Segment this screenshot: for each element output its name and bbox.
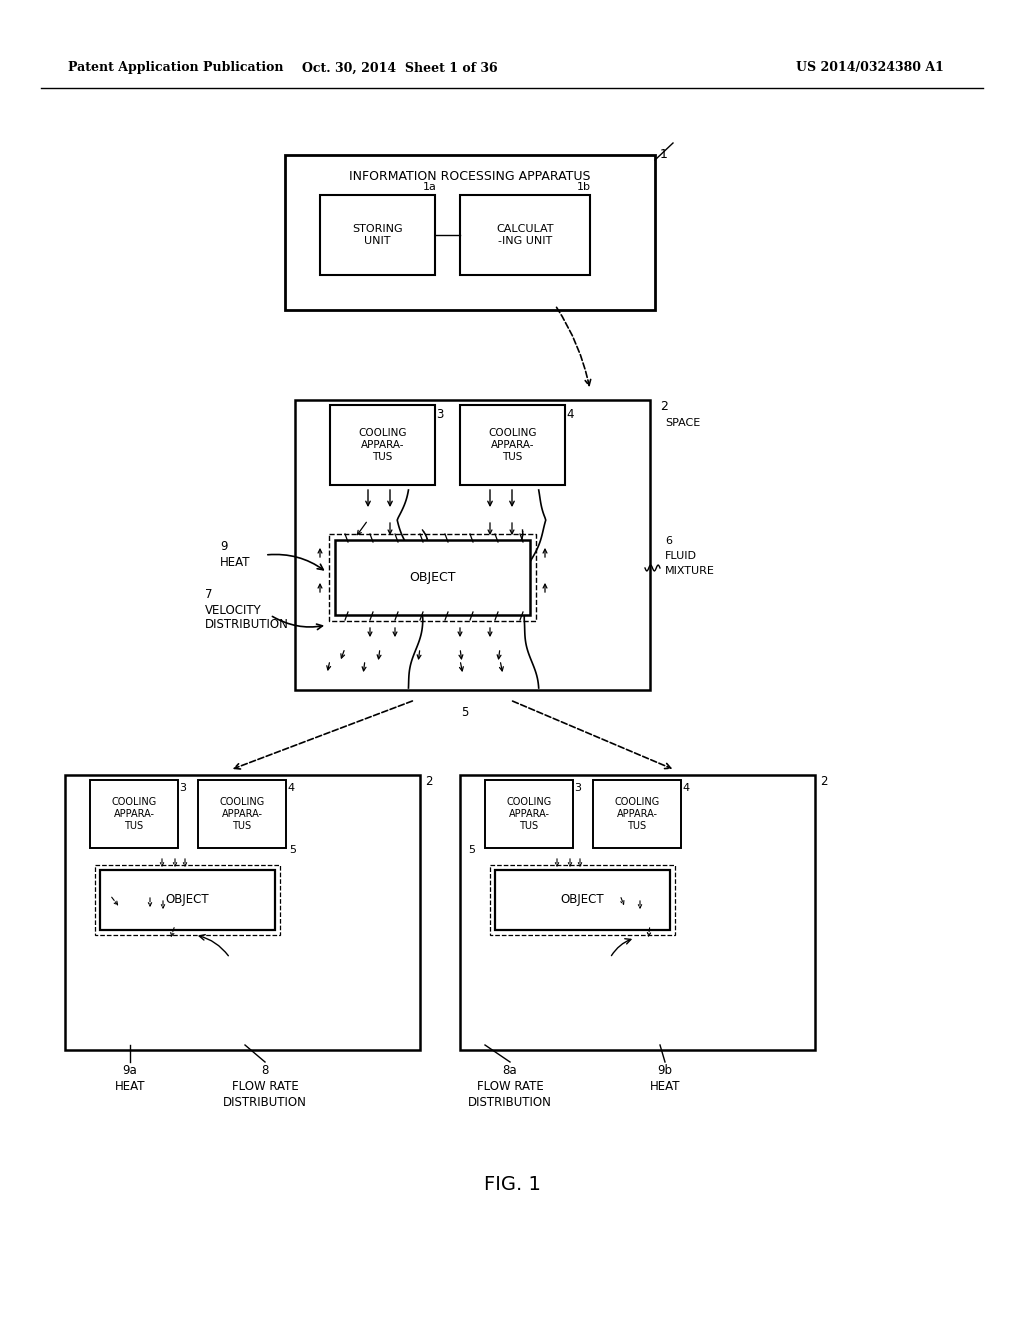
- Bar: [460, 775, 815, 1049]
- Bar: [330, 405, 435, 484]
- Text: SPACE: SPACE: [665, 418, 700, 428]
- Bar: [593, 780, 681, 847]
- Bar: [335, 540, 530, 615]
- Bar: [485, 780, 573, 847]
- Text: COOLING
APPARA-
TUS: COOLING APPARA- TUS: [614, 797, 659, 830]
- Text: 8: 8: [261, 1064, 268, 1077]
- Bar: [100, 870, 275, 931]
- Text: COOLING
APPARA-
TUS: COOLING APPARA- TUS: [358, 429, 407, 462]
- Bar: [65, 775, 420, 1049]
- Text: FIG. 1: FIG. 1: [483, 1176, 541, 1195]
- Text: STORING
UNIT: STORING UNIT: [352, 224, 402, 246]
- Polygon shape: [720, 781, 809, 1044]
- Bar: [460, 405, 565, 484]
- Text: 1a: 1a: [423, 182, 437, 191]
- Polygon shape: [71, 780, 160, 1044]
- Text: HEAT: HEAT: [650, 1080, 680, 1093]
- Text: COOLING
APPARA-
TUS: COOLING APPARA- TUS: [488, 429, 537, 462]
- Text: MIXTURE: MIXTURE: [665, 566, 715, 576]
- Text: COOLING
APPARA-
TUS: COOLING APPARA- TUS: [507, 797, 552, 830]
- Text: FLOW RATE: FLOW RATE: [476, 1080, 544, 1093]
- Text: 4: 4: [566, 408, 573, 421]
- Bar: [90, 780, 178, 847]
- Text: Oct. 30, 2014  Sheet 1 of 36: Oct. 30, 2014 Sheet 1 of 36: [302, 62, 498, 74]
- Bar: [319, 195, 435, 275]
- Text: 3: 3: [179, 783, 186, 793]
- Text: Patent Application Publication: Patent Application Publication: [68, 62, 284, 74]
- Text: 4: 4: [287, 783, 294, 793]
- Text: 1b: 1b: [577, 182, 591, 191]
- Text: 2: 2: [820, 775, 827, 788]
- Text: FLOW RATE: FLOW RATE: [231, 1080, 298, 1093]
- Text: FLUID: FLUID: [665, 550, 697, 561]
- Bar: [295, 400, 650, 690]
- Bar: [495, 870, 670, 931]
- Text: 2: 2: [660, 400, 668, 413]
- Text: DISTRIBUTION: DISTRIBUTION: [223, 1096, 307, 1109]
- Text: 2: 2: [425, 775, 432, 788]
- Text: 3: 3: [574, 783, 581, 793]
- Text: INFORMATION ROCESSING APPARATUS: INFORMATION ROCESSING APPARATUS: [349, 170, 591, 183]
- Text: DISTRIBUTION: DISTRIBUTION: [468, 1096, 552, 1109]
- Bar: [329, 535, 536, 620]
- Text: 7: 7: [205, 589, 213, 602]
- Text: 9a: 9a: [123, 1064, 137, 1077]
- Bar: [460, 195, 590, 275]
- Text: COOLING
APPARA-
TUS: COOLING APPARA- TUS: [219, 797, 264, 830]
- Text: OBJECT: OBJECT: [166, 894, 209, 907]
- Text: HEAT: HEAT: [220, 556, 251, 569]
- Text: 5: 5: [290, 845, 297, 855]
- Text: 4: 4: [682, 783, 689, 793]
- Bar: [285, 154, 655, 310]
- Text: 9: 9: [220, 540, 227, 553]
- Text: VELOCITY: VELOCITY: [205, 603, 262, 616]
- Text: 5: 5: [462, 706, 469, 719]
- Text: 8a: 8a: [503, 1064, 517, 1077]
- Text: CALCULAT
-ING UNIT: CALCULAT -ING UNIT: [497, 224, 554, 246]
- Text: 3: 3: [436, 408, 443, 421]
- Text: 6: 6: [665, 536, 672, 546]
- Text: DISTRIBUTION: DISTRIBUTION: [205, 619, 289, 631]
- Text: 9b: 9b: [657, 1064, 673, 1077]
- Text: HEAT: HEAT: [115, 1080, 145, 1093]
- Text: 5: 5: [469, 845, 475, 855]
- Bar: [490, 865, 675, 935]
- Text: US 2014/0324380 A1: US 2014/0324380 A1: [796, 62, 944, 74]
- Text: 1: 1: [660, 148, 668, 161]
- Bar: [198, 780, 286, 847]
- Polygon shape: [466, 780, 555, 1044]
- Polygon shape: [325, 781, 414, 1044]
- Text: OBJECT: OBJECT: [410, 572, 456, 583]
- Text: COOLING
APPARA-
TUS: COOLING APPARA- TUS: [112, 797, 157, 830]
- Bar: [95, 865, 280, 935]
- Text: OBJECT: OBJECT: [561, 894, 604, 907]
